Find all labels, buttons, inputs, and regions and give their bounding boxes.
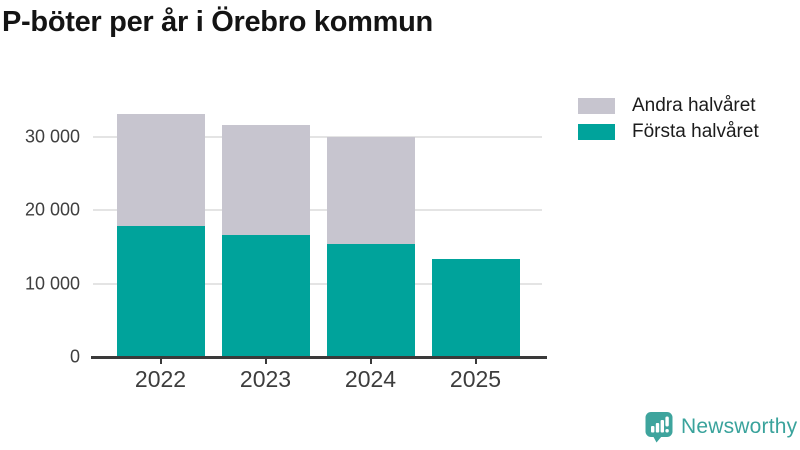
x-axis-tick (159, 358, 162, 364)
y-tick-label: 0 (69, 346, 80, 367)
gridline (93, 136, 542, 138)
bar-segment-forsta (221, 235, 310, 357)
bar-segment-andra (221, 125, 310, 236)
chart-title: P-böter per år i Örebro kommun (2, 6, 433, 38)
legend-label: Andra halvåret (632, 95, 756, 116)
legend-item-andra: Andra halvåret (578, 93, 759, 119)
gridline (93, 282, 542, 285)
gridline (93, 209, 542, 212)
newsworthy-logo[interactable]: Newsworthy (644, 411, 797, 443)
y-tick-label: 20 000 (24, 199, 80, 220)
bar-segment-andra (116, 114, 205, 227)
x-tick-label: 2025 (449, 366, 502, 392)
x-tick-label: 2023 (239, 366, 292, 392)
x-axis-tick (474, 358, 477, 364)
y-tick-label: 30 000 (24, 126, 80, 147)
x-axis-tick (264, 358, 267, 364)
newsworthy-wordmark: Newsworthy (681, 415, 798, 438)
x-axis-line (91, 356, 547, 359)
legend-label: Första halvåret (632, 121, 759, 142)
bar-segment-andra (326, 137, 415, 245)
bar-segment-forsta (431, 259, 520, 357)
legend-swatch-andra (578, 98, 615, 114)
newsworthy-logo-icon (645, 412, 673, 443)
legend-item-forsta: Första halvåret (578, 119, 759, 145)
legend: Andra halvåret Första halvåret (578, 93, 759, 145)
x-tick-label: 2022 (134, 366, 187, 392)
x-axis-tick (369, 358, 372, 364)
y-tick-label: 10 000 (24, 273, 80, 294)
bar-segment-forsta (326, 244, 415, 357)
x-tick-label: 2024 (344, 366, 397, 392)
legend-swatch-forsta (578, 124, 615, 140)
bar-segment-forsta (116, 226, 205, 357)
